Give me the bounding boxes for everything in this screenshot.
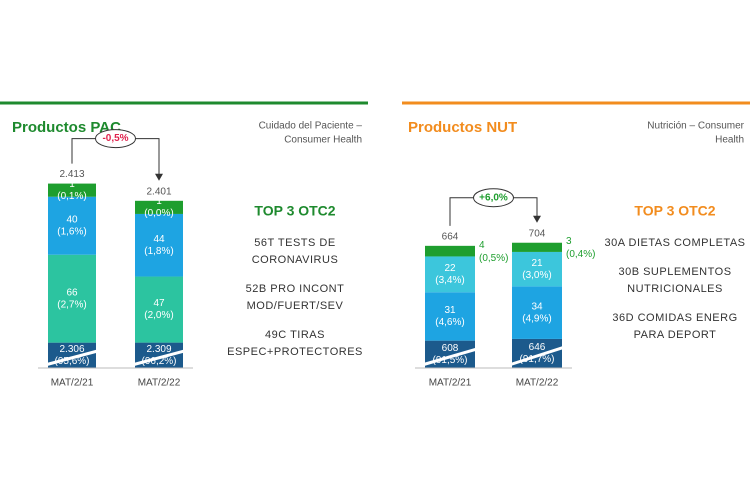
share-label: (91,7%)	[519, 354, 554, 365]
top3-item: 52B PRO INCONT	[246, 283, 345, 295]
axis-break	[44, 349, 100, 367]
change-badge	[95, 129, 136, 149]
data-label: 22	[444, 263, 456, 274]
bar-segment	[425, 340, 475, 368]
chart-title: Productos NUT	[408, 119, 517, 136]
axis-break	[421, 347, 479, 367]
x-tick-label: MAT/2/22	[138, 378, 181, 389]
x-tick-label: MAT/2/21	[51, 378, 94, 389]
share-label: (4,6%)	[435, 317, 464, 328]
data-label: 21	[531, 258, 543, 269]
bar-segment	[135, 342, 183, 368]
data-label: 3	[566, 236, 572, 247]
chart-subtitle: Cuidado del Paciente –	[259, 121, 363, 132]
top3-item: 30B SUPLEMENTOS	[618, 266, 731, 278]
data-label: 2.309	[146, 344, 171, 355]
axis-break	[508, 345, 566, 367]
share-label: (96,2%)	[141, 356, 176, 367]
bar-segment	[512, 338, 562, 368]
x-tick-label: MAT/2/21	[429, 378, 472, 389]
bar-segment	[48, 254, 96, 343]
share-label: (0,0%)	[144, 208, 173, 219]
axis-break	[131, 349, 187, 367]
total-label: 664	[442, 231, 459, 242]
share-label: (4,9%)	[522, 313, 551, 324]
data-label: 2.306	[59, 344, 84, 355]
data-label: 608	[442, 343, 459, 354]
top3-item: PARA DEPORT	[634, 329, 717, 341]
share-label: (0,5%)	[479, 253, 508, 264]
top3-title: TOP 3 OTC2	[254, 203, 335, 219]
top3-item: NUTRICIONALES	[627, 283, 723, 295]
chart-subtitle: Nutrición – Consumer	[647, 121, 744, 132]
change-label: -0,5%	[102, 133, 128, 144]
total-label: 2.401	[146, 186, 171, 197]
bar-segment	[425, 292, 475, 341]
bar-segment	[135, 213, 183, 277]
change-arrow	[533, 215, 541, 223]
share-label: (3,0%)	[522, 270, 551, 281]
bar-segment	[135, 276, 183, 343]
data-label: 4	[479, 240, 485, 251]
data-label: 1	[69, 179, 75, 190]
bar-segment	[512, 251, 562, 287]
share-label: (1,6%)	[57, 226, 86, 237]
total-label: 2.413	[59, 169, 84, 180]
bar-segment	[135, 200, 183, 214]
chart-subtitle: Health	[715, 135, 744, 146]
share-label: (1,8%)	[144, 246, 173, 257]
bar-segment	[512, 286, 562, 339]
data-label: 1	[156, 196, 162, 207]
bar-segment	[48, 196, 96, 255]
top3-title: TOP 3 OTC2	[634, 203, 715, 219]
share-label: (0,1%)	[57, 191, 86, 202]
change-badge	[473, 188, 514, 208]
top3-item: ESPEC+PROTECTORES	[227, 346, 363, 358]
data-label: 31	[444, 305, 456, 316]
data-label: 66	[66, 287, 78, 298]
share-label: (3,4%)	[435, 275, 464, 286]
top3-item: CORONAVIRUS	[252, 254, 339, 266]
top3-item: 49C TIRAS	[265, 329, 325, 341]
bar-segment	[512, 242, 562, 252]
bar-segment	[425, 256, 475, 293]
data-label: 40	[66, 214, 78, 225]
bar-segment	[48, 342, 96, 368]
bar-segment	[48, 183, 96, 197]
change-label: +6,0%	[479, 192, 508, 203]
x-tick-label: MAT/2/22	[516, 378, 559, 389]
share-label: (0,4%)	[566, 249, 595, 260]
data-label: 34	[531, 301, 543, 312]
bar-segment	[425, 245, 475, 257]
chart-title: Productos PAC	[12, 119, 121, 136]
total-label: 704	[529, 228, 546, 239]
share-label: (95,6%)	[54, 356, 89, 367]
top3-item: 36D COMIDAS ENERG	[612, 312, 737, 324]
change-arrow	[155, 173, 163, 181]
top3-item: 30A DIETAS COMPLETAS	[604, 237, 745, 249]
data-label: 47	[153, 298, 165, 309]
data-label: 44	[153, 234, 165, 245]
share-label: (91,5%)	[432, 355, 467, 366]
top3-item: 56T TESTS DE	[254, 237, 335, 249]
data-label: 646	[529, 342, 546, 353]
top3-item: MOD/FUERT/SEV	[247, 300, 344, 312]
share-label: (2,0%)	[144, 310, 173, 321]
chart-subtitle: Consumer Health	[284, 135, 362, 146]
share-label: (2,7%)	[57, 299, 86, 310]
